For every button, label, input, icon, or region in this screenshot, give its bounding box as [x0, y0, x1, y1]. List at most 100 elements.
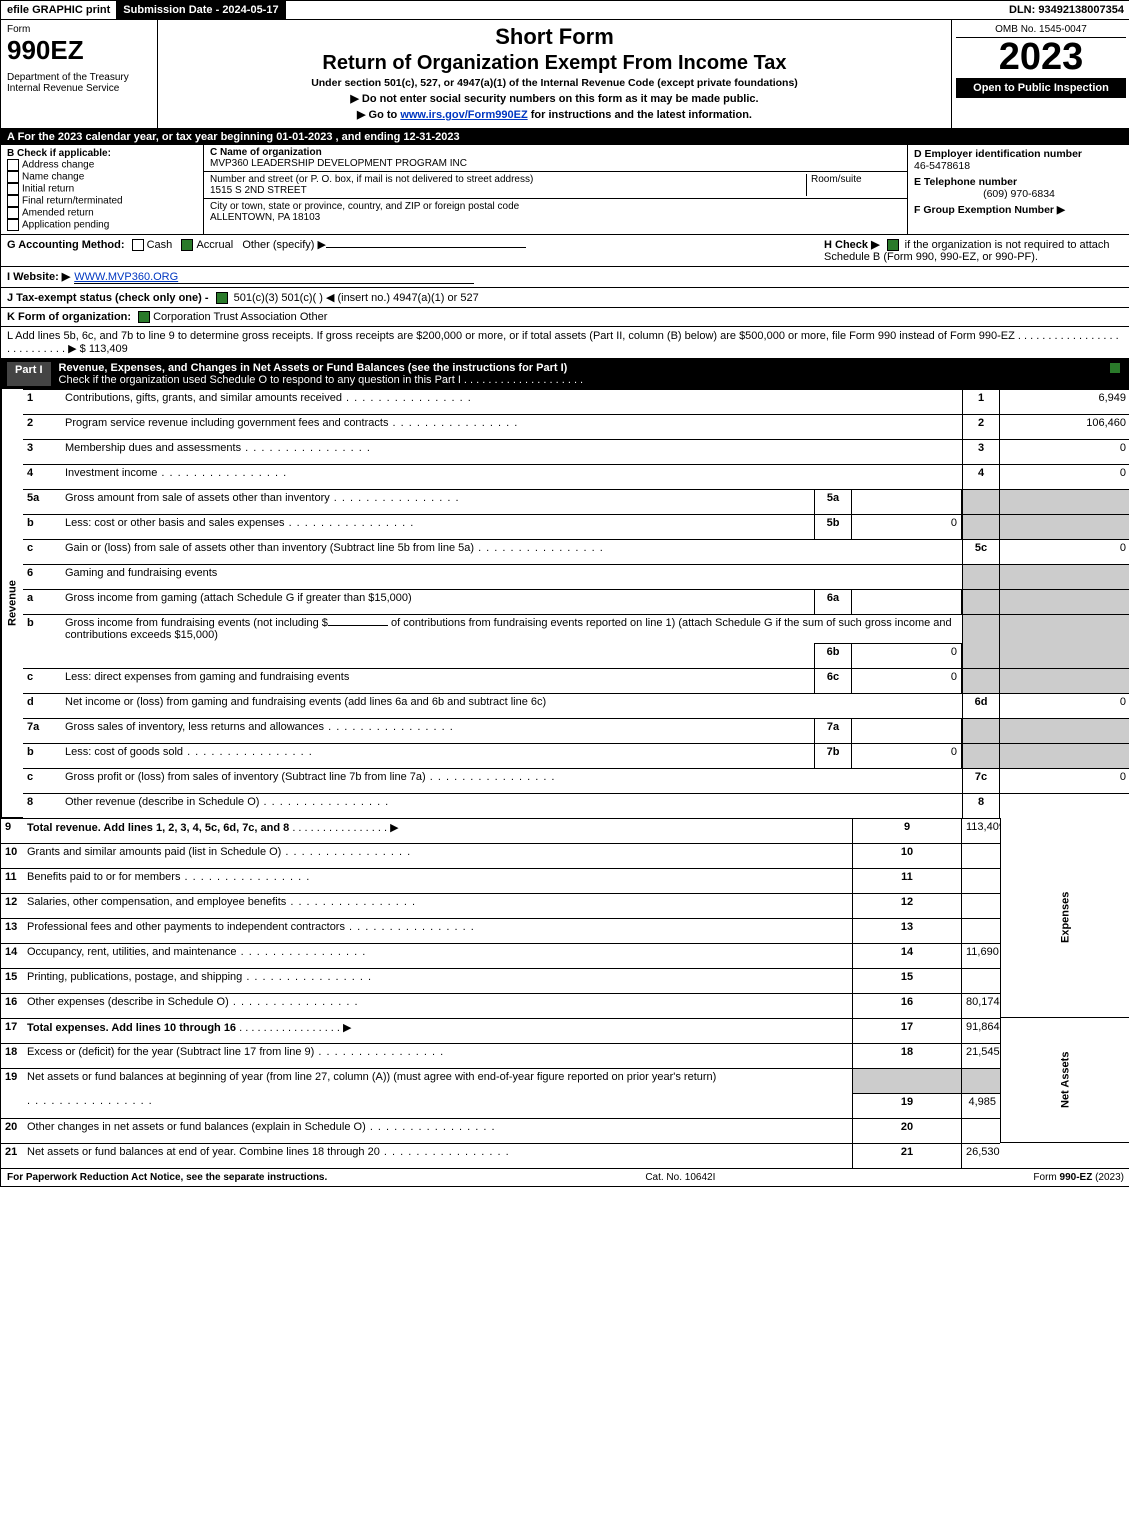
ein-value: 46-5478618 — [914, 160, 1124, 172]
row-6a-num: a — [23, 589, 61, 614]
row-7c-desc: Gross profit or (loss) from sales of inv… — [61, 768, 962, 793]
footer-left: For Paperwork Reduction Act Notice, see … — [7, 1172, 327, 1183]
row-20-val — [962, 1118, 1000, 1143]
form-label: Form — [7, 24, 151, 35]
line-h: H Check ▶ if the organization is not req… — [824, 238, 1124, 263]
row-15-num: 15 — [1, 968, 23, 993]
row-20-rnum: 20 — [852, 1118, 962, 1143]
col-b-title: B Check if applicable: — [7, 148, 197, 159]
row-6a-mval — [852, 589, 962, 614]
row-6b-rnum1 — [962, 614, 1000, 643]
row-14-rnum: 14 — [852, 943, 962, 968]
row-14-val: 11,690 — [962, 943, 1000, 968]
top-bar: efile GRAPHIC print Submission Date - 20… — [1, 1, 1129, 20]
row-6c-mnum: 6c — [814, 668, 852, 693]
efile-label: efile GRAPHIC print — [1, 1, 117, 19]
row-19-desc2 — [23, 1093, 852, 1118]
row-3-desc: Membership dues and assessments — [61, 439, 962, 464]
row-19-num: 19 — [1, 1068, 23, 1093]
row-2-num: 2 — [23, 414, 61, 439]
revenue-vertical-label: Revenue — [1, 389, 23, 818]
row-13-rnum: 13 — [852, 918, 962, 943]
row-6b-rval1 — [1000, 614, 1129, 643]
chk-initial-return[interactable]: Initial return — [7, 183, 197, 195]
row-17-rnum: 17 — [852, 1018, 962, 1043]
row-7a-num: 7a — [23, 718, 61, 743]
row-6c-rval — [1000, 668, 1129, 693]
submission-date-button[interactable]: Submission Date - 2024-05-17 — [117, 1, 285, 19]
row-7a-desc: Gross sales of inventory, less returns a… — [61, 718, 814, 743]
chk-501c3[interactable] — [216, 292, 228, 304]
row-4-num: 4 — [23, 464, 61, 489]
ein-label: D Employer identification number — [914, 148, 1124, 160]
row-9-desc: Total revenue. Add lines 1, 2, 3, 4, 5c,… — [23, 818, 852, 843]
line-j: J Tax-exempt status (check only one) - 5… — [1, 288, 1129, 308]
part-1-grid: Revenue 1 Contributions, gifts, grants, … — [1, 389, 1129, 1168]
header-center: Short Form Return of Organization Exempt… — [158, 20, 951, 128]
row-6d-num: d — [23, 693, 61, 718]
row-6d-desc: Net income or (loss) from gaming and fun… — [61, 693, 962, 718]
part-1-checkbox[interactable] — [1106, 362, 1124, 386]
row-6d-rnum: 6d — [962, 693, 1000, 718]
row-7a-rval — [1000, 718, 1129, 743]
row-19-rnum1 — [852, 1068, 962, 1093]
row-15-rnum: 15 — [852, 968, 962, 993]
line-g: G Accounting Method: Cash Accrual Other … — [7, 238, 824, 263]
row-10-val — [962, 843, 1000, 868]
row-20-desc: Other changes in net assets or fund bala… — [23, 1118, 852, 1143]
row-14-num: 14 — [1, 943, 23, 968]
row-20-num: 20 — [1, 1118, 23, 1143]
tax-year: 2023 — [956, 38, 1126, 76]
row-5c-num: c — [23, 539, 61, 564]
other-specify-input[interactable] — [326, 247, 526, 248]
col-b-checkboxes: B Check if applicable: Address change Na… — [1, 145, 204, 234]
row-11-rnum: 11 — [852, 868, 962, 893]
row-19-val: 4,985 — [962, 1093, 1000, 1118]
chk-h[interactable] — [887, 239, 899, 251]
row-6c-rnum — [962, 668, 1000, 693]
row-21-num: 21 — [1, 1143, 23, 1168]
row-21-val: 26,530 — [962, 1143, 1000, 1168]
row-7b-mnum: 7b — [814, 743, 852, 768]
row-12-val — [962, 893, 1000, 918]
row-14-desc: Occupancy, rent, utilities, and maintena… — [23, 943, 852, 968]
row-10-num: 10 — [1, 843, 23, 868]
chk-address-change[interactable]: Address change — [7, 159, 197, 171]
row-6b-rnum2 — [962, 643, 1000, 668]
row-7b-rnum — [962, 743, 1000, 768]
row-6b-desc2 — [61, 643, 814, 668]
instr-1: Do not enter social security numbers on … — [164, 92, 945, 105]
dln-label: DLN: 93492138007354 — [1003, 1, 1129, 19]
col-c-org-info: C Name of organization MVP360 LEADERSHIP… — [204, 145, 907, 234]
phone-value: (609) 970-6834 — [914, 188, 1124, 200]
irs-link[interactable]: www.irs.gov/Form990EZ — [400, 109, 527, 121]
org-name: MVP360 LEADERSHIP DEVELOPMENT PROGRAM IN… — [210, 158, 467, 169]
chk-amended-return[interactable]: Amended return — [7, 207, 197, 219]
chk-final-return[interactable]: Final return/terminated — [7, 195, 197, 207]
chk-cash[interactable] — [132, 239, 144, 251]
6b-amount-input[interactable] — [328, 625, 388, 626]
row-12-desc: Salaries, other compensation, and employ… — [23, 893, 852, 918]
row-6a-mnum: 6a — [814, 589, 852, 614]
row-8-val — [1000, 793, 1129, 818]
website-link[interactable]: WWW.MVP360.ORG — [74, 271, 474, 284]
row-5c-val: 0 — [1000, 539, 1129, 564]
city-state-zip: ALLENTOWN, PA 18103 — [210, 212, 320, 223]
org-name-cell: C Name of organization MVP360 LEADERSHIP… — [204, 145, 907, 172]
row-17-desc: Total expenses. Add lines 10 through 16 … — [23, 1018, 852, 1043]
row-5c-desc: Gain or (loss) from sale of assets other… — [61, 539, 962, 564]
part-1-label: Part I — [7, 362, 51, 386]
city-cell: City or town, state or province, country… — [204, 199, 907, 225]
row-2-rnum: 2 — [962, 414, 1000, 439]
row-7b-mval: 0 — [852, 743, 962, 768]
row-6d-val: 0 — [1000, 693, 1129, 718]
chk-application-pending[interactable]: Application pending — [7, 219, 197, 231]
chk-name-change[interactable]: Name change — [7, 171, 197, 183]
row-6c-desc: Less: direct expenses from gaming and fu… — [61, 668, 814, 693]
chk-corporation[interactable] — [138, 311, 150, 323]
row-12-rnum: 12 — [852, 893, 962, 918]
row-4-rnum: 4 — [962, 464, 1000, 489]
chk-accrual[interactable] — [181, 239, 193, 251]
row-9-rnum: 9 — [852, 818, 962, 843]
row-6-desc: Gaming and fundraising events — [61, 564, 962, 589]
